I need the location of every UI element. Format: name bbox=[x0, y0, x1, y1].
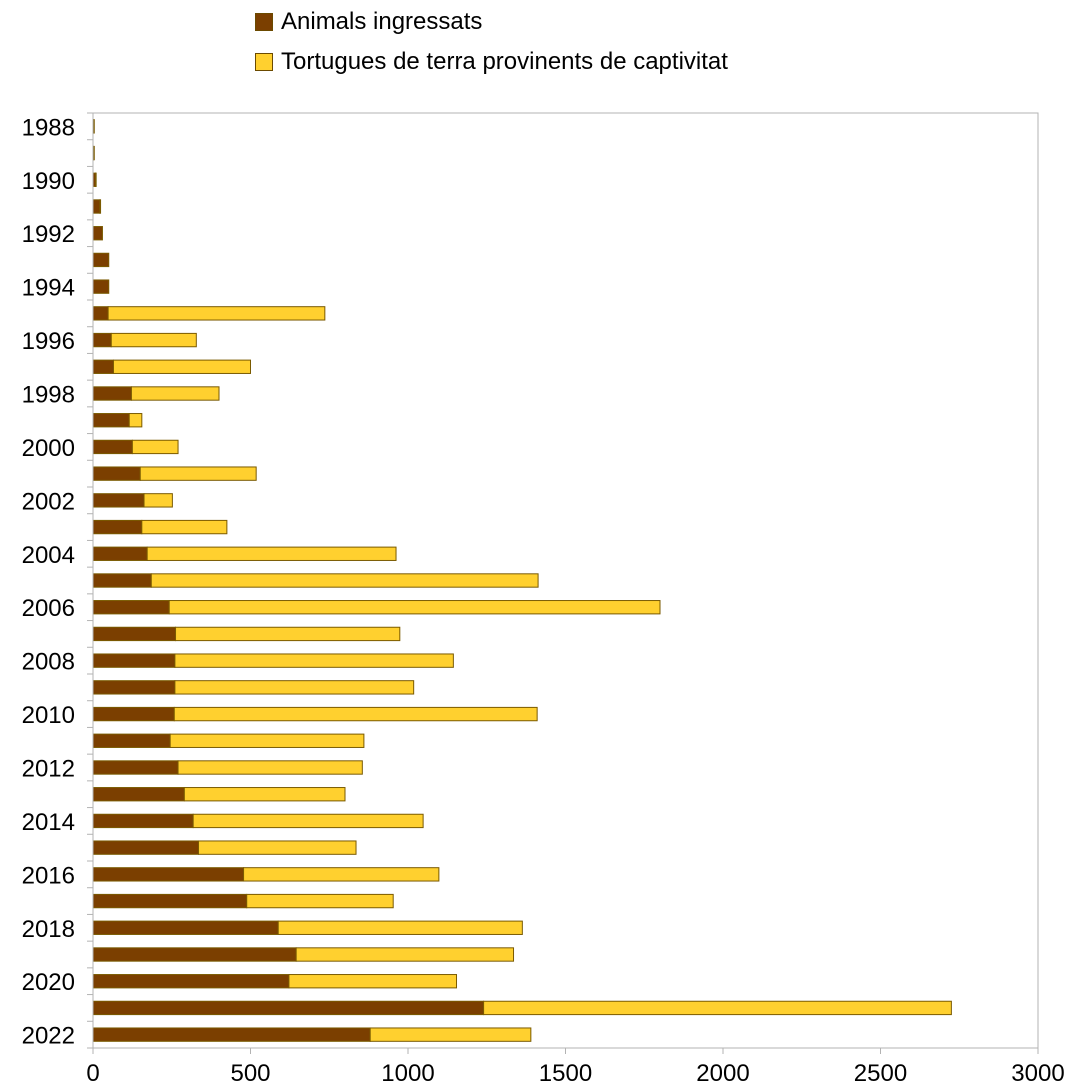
y-tick-label-2016: 2016 bbox=[22, 862, 75, 889]
x-tick-label-3000: 3000 bbox=[1011, 1060, 1064, 1087]
bar-animals-2004 bbox=[92, 546, 148, 561]
bar-tortoises-1996 bbox=[110, 332, 197, 348]
bar-animals-2007 bbox=[92, 626, 177, 642]
legend-item-animals: Animals ingressats bbox=[255, 2, 728, 42]
y-tick-label-1996: 1996 bbox=[22, 328, 75, 355]
y-tick-label-2022: 2022 bbox=[22, 1023, 75, 1050]
bar-tortoises-2005 bbox=[150, 573, 539, 588]
bar-tortoises-2019 bbox=[295, 947, 515, 962]
bar-animals-2011 bbox=[92, 733, 171, 748]
bar-tortoises-2001 bbox=[139, 466, 257, 481]
y-tick-label-1992: 1992 bbox=[22, 221, 75, 248]
bar-tortoises-2007 bbox=[175, 626, 401, 642]
bar-tortoises-2022 bbox=[369, 1027, 532, 1042]
bar-animals-2019 bbox=[92, 947, 297, 962]
bar-animals-2002 bbox=[92, 493, 145, 508]
bar-tortoises-2008 bbox=[174, 653, 454, 668]
legend-label-animals: Animals ingressats bbox=[281, 8, 483, 35]
bar-animals-1996 bbox=[92, 332, 112, 348]
bar-tortoises-2006 bbox=[168, 600, 661, 615]
bar-tortoises-2015 bbox=[198, 840, 357, 855]
bar-tortoises-2003 bbox=[141, 519, 228, 535]
bar-animals-1998 bbox=[92, 386, 132, 401]
bar-group bbox=[92, 119, 952, 1042]
bar-animals-1995 bbox=[92, 306, 109, 321]
bar-animals-2013 bbox=[92, 787, 185, 802]
bar-animals-2005 bbox=[92, 573, 152, 588]
bar-animals-2022 bbox=[92, 1027, 371, 1042]
bar-tortoises-1998 bbox=[130, 386, 220, 401]
bar-animals-1992 bbox=[92, 226, 103, 241]
bar-animals-2012 bbox=[92, 760, 179, 775]
legend-item-tortoises: Tortugues de terra provinents de captivi… bbox=[255, 42, 728, 82]
bar-tortoises-1989 bbox=[93, 145, 95, 161]
bar-tortoises-2010 bbox=[173, 706, 538, 722]
bar-tortoises-2009 bbox=[174, 680, 415, 695]
y-tick-label-2014: 2014 bbox=[22, 809, 75, 836]
axes-group: 1988 1990 1992 1994 1996 1998 2000 2002 2004 2006… bbox=[22, 112, 1065, 1087]
y-tick-label-1988: 1988 bbox=[22, 114, 75, 141]
x-tick-label-1500: 1500 bbox=[539, 1060, 592, 1087]
legend-label-tortoises: Tortugues de terra provinents de captivi… bbox=[281, 48, 728, 75]
bar-tortoises-2000 bbox=[131, 439, 179, 455]
y-tick-label-1998: 1998 bbox=[22, 382, 75, 409]
bar-animals-2000 bbox=[92, 439, 133, 455]
bar-tortoises-1995 bbox=[107, 306, 326, 321]
y-tick-label-2002: 2002 bbox=[22, 488, 75, 515]
bar-tortoises-2012 bbox=[177, 760, 363, 775]
bar-tortoises-2020 bbox=[288, 974, 458, 989]
bar-animals-2017 bbox=[92, 893, 248, 909]
bar-tortoises-2014 bbox=[192, 813, 424, 829]
y-tick-label-2006: 2006 bbox=[22, 595, 75, 622]
y-tick-label-2000: 2000 bbox=[22, 435, 75, 462]
bar-animals-1994 bbox=[92, 279, 110, 294]
bar-tortoises-1999 bbox=[128, 413, 143, 428]
x-tick-label-2500: 2500 bbox=[854, 1060, 907, 1087]
bar-animals-1997 bbox=[92, 359, 114, 374]
bar-tortoises-2013 bbox=[183, 787, 346, 802]
x-tick-label-2000: 2000 bbox=[696, 1060, 749, 1087]
bar-tortoises-1991 bbox=[99, 199, 102, 214]
bar-animals-2006 bbox=[92, 600, 170, 615]
bar-animals-2021 bbox=[92, 1000, 485, 1016]
y-tick-label-2020: 2020 bbox=[22, 969, 75, 996]
x-tick-label-1000: 1000 bbox=[381, 1060, 434, 1087]
bar-animals-1991 bbox=[92, 199, 101, 214]
bar-tortoises-2021 bbox=[483, 1000, 952, 1016]
bar-animals-2014 bbox=[92, 813, 194, 829]
y-tick-label-2018: 2018 bbox=[22, 916, 75, 943]
bar-tortoises-2004 bbox=[146, 546, 397, 561]
bar-animals-1999 bbox=[92, 413, 130, 428]
bar-animals-2008 bbox=[92, 653, 176, 668]
bar-tortoises-2017 bbox=[246, 893, 394, 909]
y-tick-label-1994: 1994 bbox=[22, 275, 75, 302]
bar-animals-2009 bbox=[92, 680, 176, 695]
x-tick-label-500: 500 bbox=[230, 1060, 270, 1087]
chart-legend: Animals ingressats Tortugues de terra pr… bbox=[255, 2, 728, 82]
bar-tortoises-2016 bbox=[243, 867, 440, 882]
y-tick-label-2008: 2008 bbox=[22, 649, 75, 676]
legend-swatch-tortoises bbox=[255, 53, 273, 71]
bar-animals-2016 bbox=[92, 867, 245, 882]
bar-animals-2001 bbox=[92, 466, 141, 481]
bar-tortoises-1997 bbox=[112, 359, 251, 374]
x-tick-label-0: 0 bbox=[86, 1060, 99, 1087]
legend-swatch-animals bbox=[255, 13, 273, 31]
y-tick-label-2010: 2010 bbox=[22, 702, 75, 729]
bar-tortoises-2018 bbox=[277, 920, 523, 935]
bar-tortoises-1988 bbox=[93, 119, 95, 134]
bar-animals-2018 bbox=[92, 920, 279, 935]
bar-animals-2015 bbox=[92, 840, 200, 855]
bar-animals-2003 bbox=[92, 519, 143, 535]
bar-tortoises-1990 bbox=[95, 172, 97, 187]
bar-animals-1993 bbox=[92, 252, 110, 268]
bar-tortoises-2011 bbox=[169, 733, 365, 748]
bar-animals-2010 bbox=[92, 706, 175, 722]
bar-tortoises-2002 bbox=[143, 493, 173, 508]
y-tick-label-2012: 2012 bbox=[22, 756, 75, 783]
y-tick-label-2004: 2004 bbox=[22, 542, 75, 569]
bar-animals-2020 bbox=[92, 974, 290, 989]
y-tick-label-1990: 1990 bbox=[22, 168, 75, 195]
